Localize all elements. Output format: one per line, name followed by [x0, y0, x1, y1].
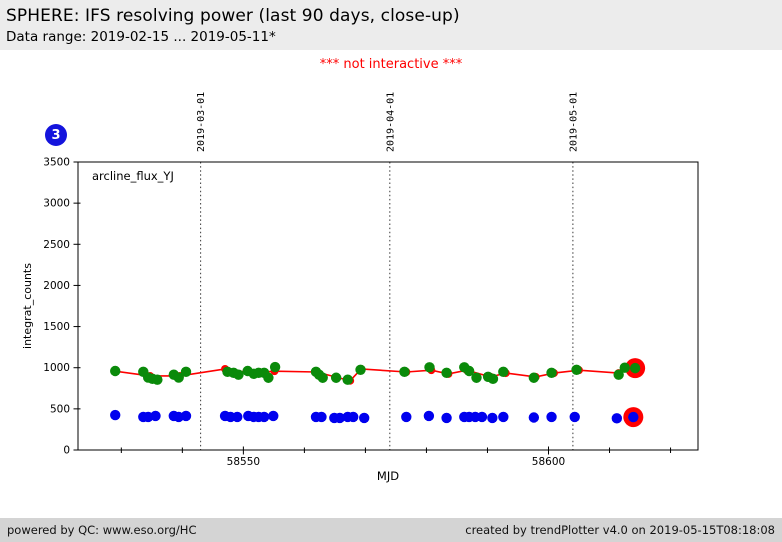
header: SPHERE: IFS resolving power (last 90 day… — [0, 0, 782, 50]
y-tick-label: 500 — [50, 403, 70, 415]
x-axis-label: MJD — [377, 469, 399, 483]
y-tick-label: 1000 — [43, 362, 70, 374]
plot-number-badge[interactable]: 3 — [45, 124, 67, 146]
y-tick-label: 2500 — [43, 239, 70, 251]
y-axis-ticks: 0 500 1000 1500 2000 2500 3000 3500 — [43, 157, 81, 457]
x-tick-label: 58550 — [227, 456, 260, 468]
y-tick-label: 2000 — [43, 280, 70, 292]
x-tick-label: 58600 — [532, 456, 565, 468]
y-tick-label: 3000 — [43, 198, 70, 210]
not-interactive-warning: *** not interactive *** — [319, 57, 463, 72]
date-tick-label: 2019-05-01 — [568, 92, 579, 152]
footer: powered by QC: www.eso.org/HC created by… — [0, 518, 782, 542]
y-axis-label: integrat_counts — [21, 263, 34, 349]
y-tick-label: 3500 — [43, 157, 70, 169]
series-secondary_points — [110, 409, 639, 424]
footer-created-by: created by trendPlotter v4.0 on 2019-05-… — [465, 523, 775, 537]
y-tick-label: 0 — [63, 445, 70, 457]
series-arcline_flux_YJ_points — [110, 361, 641, 385]
y-tick-label: 1500 — [43, 321, 70, 333]
plot-frame — [77, 161, 699, 451]
date-tick-label: 2019-04-01 — [385, 92, 396, 152]
plot-series-label: arcline_flux_YJ — [92, 169, 174, 183]
footer-powered-by: powered by QC: www.eso.org/HC — [7, 523, 197, 537]
month-gridlines: 2019-03-01 2019-04-01 2019-05-01 — [196, 92, 579, 450]
date-tick-label: 2019-03-01 — [196, 92, 207, 152]
page-title: SPHERE: IFS resolving power (last 90 day… — [6, 6, 460, 26]
data-range-subtitle: Data range: 2019-02-15 ... 2019-05-11* — [6, 29, 276, 45]
x-axis-ticks: 58550 58600 — [120, 446, 672, 468]
